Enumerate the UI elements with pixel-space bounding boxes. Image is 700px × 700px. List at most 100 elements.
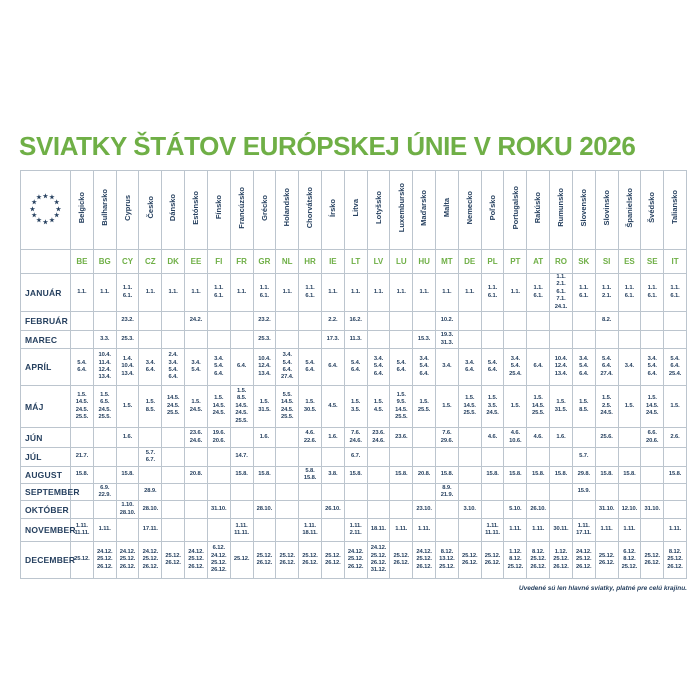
holiday-date: 2.11.: [349, 530, 362, 537]
holiday-cell-SI: 25.6.: [594, 427, 619, 449]
holiday-date: 3.4.: [145, 359, 155, 366]
country-header-DE: Nemecko: [457, 170, 482, 250]
holiday-cell-LU: [389, 447, 414, 468]
holiday-cell-IT: 1.11.: [663, 518, 687, 543]
holiday-cell-LV: [366, 500, 391, 520]
holiday-date: 6.4.: [145, 367, 155, 374]
holiday-date: 4.6.: [533, 433, 543, 440]
holiday-date: 10.6.: [509, 437, 522, 444]
holiday-cell-SI: [594, 330, 619, 350]
holiday-cell-LT: 1.1.: [343, 272, 368, 313]
holiday-date: 6.4.: [647, 370, 657, 377]
holiday-cell-ES: 1.1. 6.1.: [617, 272, 642, 313]
country-name: Grécko: [259, 194, 269, 221]
holiday-cell-AT: [526, 311, 551, 332]
holiday-cell-SE: 25.12. 26.12.: [640, 541, 665, 580]
holiday-date: 1.11.: [669, 526, 682, 533]
holiday-date: 1.5.: [145, 399, 155, 406]
table-header: ★ ★ ★ ★ ★ ★ ★ ★ ★ ★ ★ ★ Belgicko Bulharsko Cyprus Česko…: [20, 170, 687, 274]
country-code-HU: HU: [412, 249, 436, 274]
eu-star-icon: ★: [55, 206, 62, 213]
holiday-cell-FI: 3.4. 5.4. 6.4.: [206, 348, 231, 387]
holiday-cell-FR: [229, 427, 254, 449]
holiday-date: 6.1.: [305, 292, 315, 299]
holiday-cell-DK: [161, 518, 186, 543]
holiday-cell-CY: 15.8.: [115, 466, 140, 485]
holiday-date: 6.6.: [647, 430, 657, 437]
holiday-date: 31.10.: [644, 505, 660, 512]
holiday-date: 26.12.: [667, 563, 683, 570]
holiday-cell-SI: 8.2.: [594, 311, 619, 332]
holiday-cell-GR: 10.4. 12.4. 13.4.: [252, 348, 277, 387]
holiday-date: 1.5.: [214, 395, 224, 402]
holiday-cell-MT: 1.5.: [435, 385, 459, 429]
month-row-DECEMBER: DECEMBER 25.12. 24.12. 25.12. 26.12. 24.12. 25…: [20, 541, 687, 580]
holiday-date: 2.1.: [601, 292, 612, 299]
holiday-cell-IE: 17.3.: [320, 330, 345, 350]
holiday-date: 6.4.: [533, 363, 543, 370]
holiday-cell-BG: 1.1.: [92, 272, 117, 313]
holiday-date: 4.6.: [487, 433, 498, 440]
holiday-cell-LV: [366, 466, 391, 485]
country-name: Portugalsko: [510, 185, 520, 230]
holiday-cell-SI: 31.10.: [594, 500, 619, 520]
holiday-date: 1.5.: [351, 399, 361, 406]
holiday-date: 3.4.: [214, 355, 224, 362]
holiday-cell-CZ: 24.12. 25.12. 26.12.: [138, 541, 163, 580]
holiday-date: 1.5.: [579, 399, 589, 406]
holiday-cell-IT: 2.6.: [663, 427, 687, 449]
country-header-GR: Grécko: [252, 170, 277, 250]
country-name: Bulharsko: [99, 189, 109, 226]
holiday-date: 25.12.: [621, 563, 638, 570]
holiday-date: 3.4.: [579, 355, 589, 362]
holiday-cell-FI: [206, 466, 231, 485]
holiday-date: 13.4.: [121, 370, 134, 377]
country-header-IT: Taliansko: [663, 170, 687, 250]
holiday-cell-CY: 25.3.: [115, 330, 140, 350]
holiday-date: 14.5.: [395, 406, 408, 413]
country-header-MT: Malta: [435, 170, 459, 250]
holiday-cell-PL: [480, 330, 505, 350]
holiday-cell-HR: [298, 330, 322, 350]
holiday-date: 14.5.: [166, 395, 180, 402]
holiday-cell-PL: 1.1. 6.1.: [480, 272, 505, 313]
holiday-date: 23.6.: [372, 430, 385, 437]
holiday-cell-HR: 1.5. 30.5.: [298, 385, 322, 429]
holiday-date: 26.12.: [553, 563, 569, 570]
holiday-cell-LT: 1.11. 2.11.: [343, 518, 368, 543]
holiday-date: 25.12.: [553, 556, 569, 563]
holiday-cell-IE: [320, 447, 345, 468]
holiday-date: 1.4.: [122, 355, 133, 362]
holiday-cell-SE: [640, 311, 665, 332]
holiday-date: 24.12.: [211, 552, 227, 559]
holiday-date: 23.6.: [395, 433, 408, 440]
holiday-date: 8.12.: [623, 556, 636, 563]
holiday-cell-PT: 1.1.: [503, 272, 528, 313]
holiday-cell-PL: [480, 311, 505, 332]
holiday-date: 15.8.: [554, 471, 568, 478]
country-header-HR: Chorvátsko: [298, 170, 322, 250]
holiday-date: 4.6.: [510, 430, 520, 437]
holiday-cell-GR: 1.5. 31.5.: [252, 385, 277, 429]
holiday-cell-CZ: 17.11.: [138, 518, 163, 543]
holiday-date: 19.3.: [440, 332, 454, 339]
holiday-cell-GR: 23.2.: [252, 311, 277, 332]
holiday-cell-FR: [229, 330, 254, 350]
holiday-date: 6.4.: [236, 363, 247, 370]
holiday-cell-LT: 5.4. 6.4.: [343, 348, 368, 387]
holiday-date: 5.4.: [305, 359, 315, 366]
holiday-cell-EE: 3.4. 5.4.: [184, 348, 208, 387]
holiday-date: 8.5.: [145, 406, 155, 413]
holiday-date: 11.3.: [349, 335, 362, 342]
holiday-cell-HR: 1.11. 18.11.: [298, 518, 322, 543]
holiday-date: 6.4.: [351, 367, 361, 374]
holiday-cell-EE: 20.8.: [184, 466, 208, 485]
holiday-cell-NL: 3.4. 5.4. 6.4. 27.4.: [275, 348, 300, 387]
holiday-date: 24.12.: [416, 548, 432, 555]
holiday-date: 25.12.: [530, 556, 546, 563]
holiday-cell-EE: [184, 518, 208, 543]
holiday-date: 13.4.: [98, 374, 112, 381]
holiday-cell-HU: 15.3.: [412, 330, 436, 350]
holiday-cell-SK: [571, 427, 596, 449]
holiday-cell-BE: [70, 500, 94, 520]
